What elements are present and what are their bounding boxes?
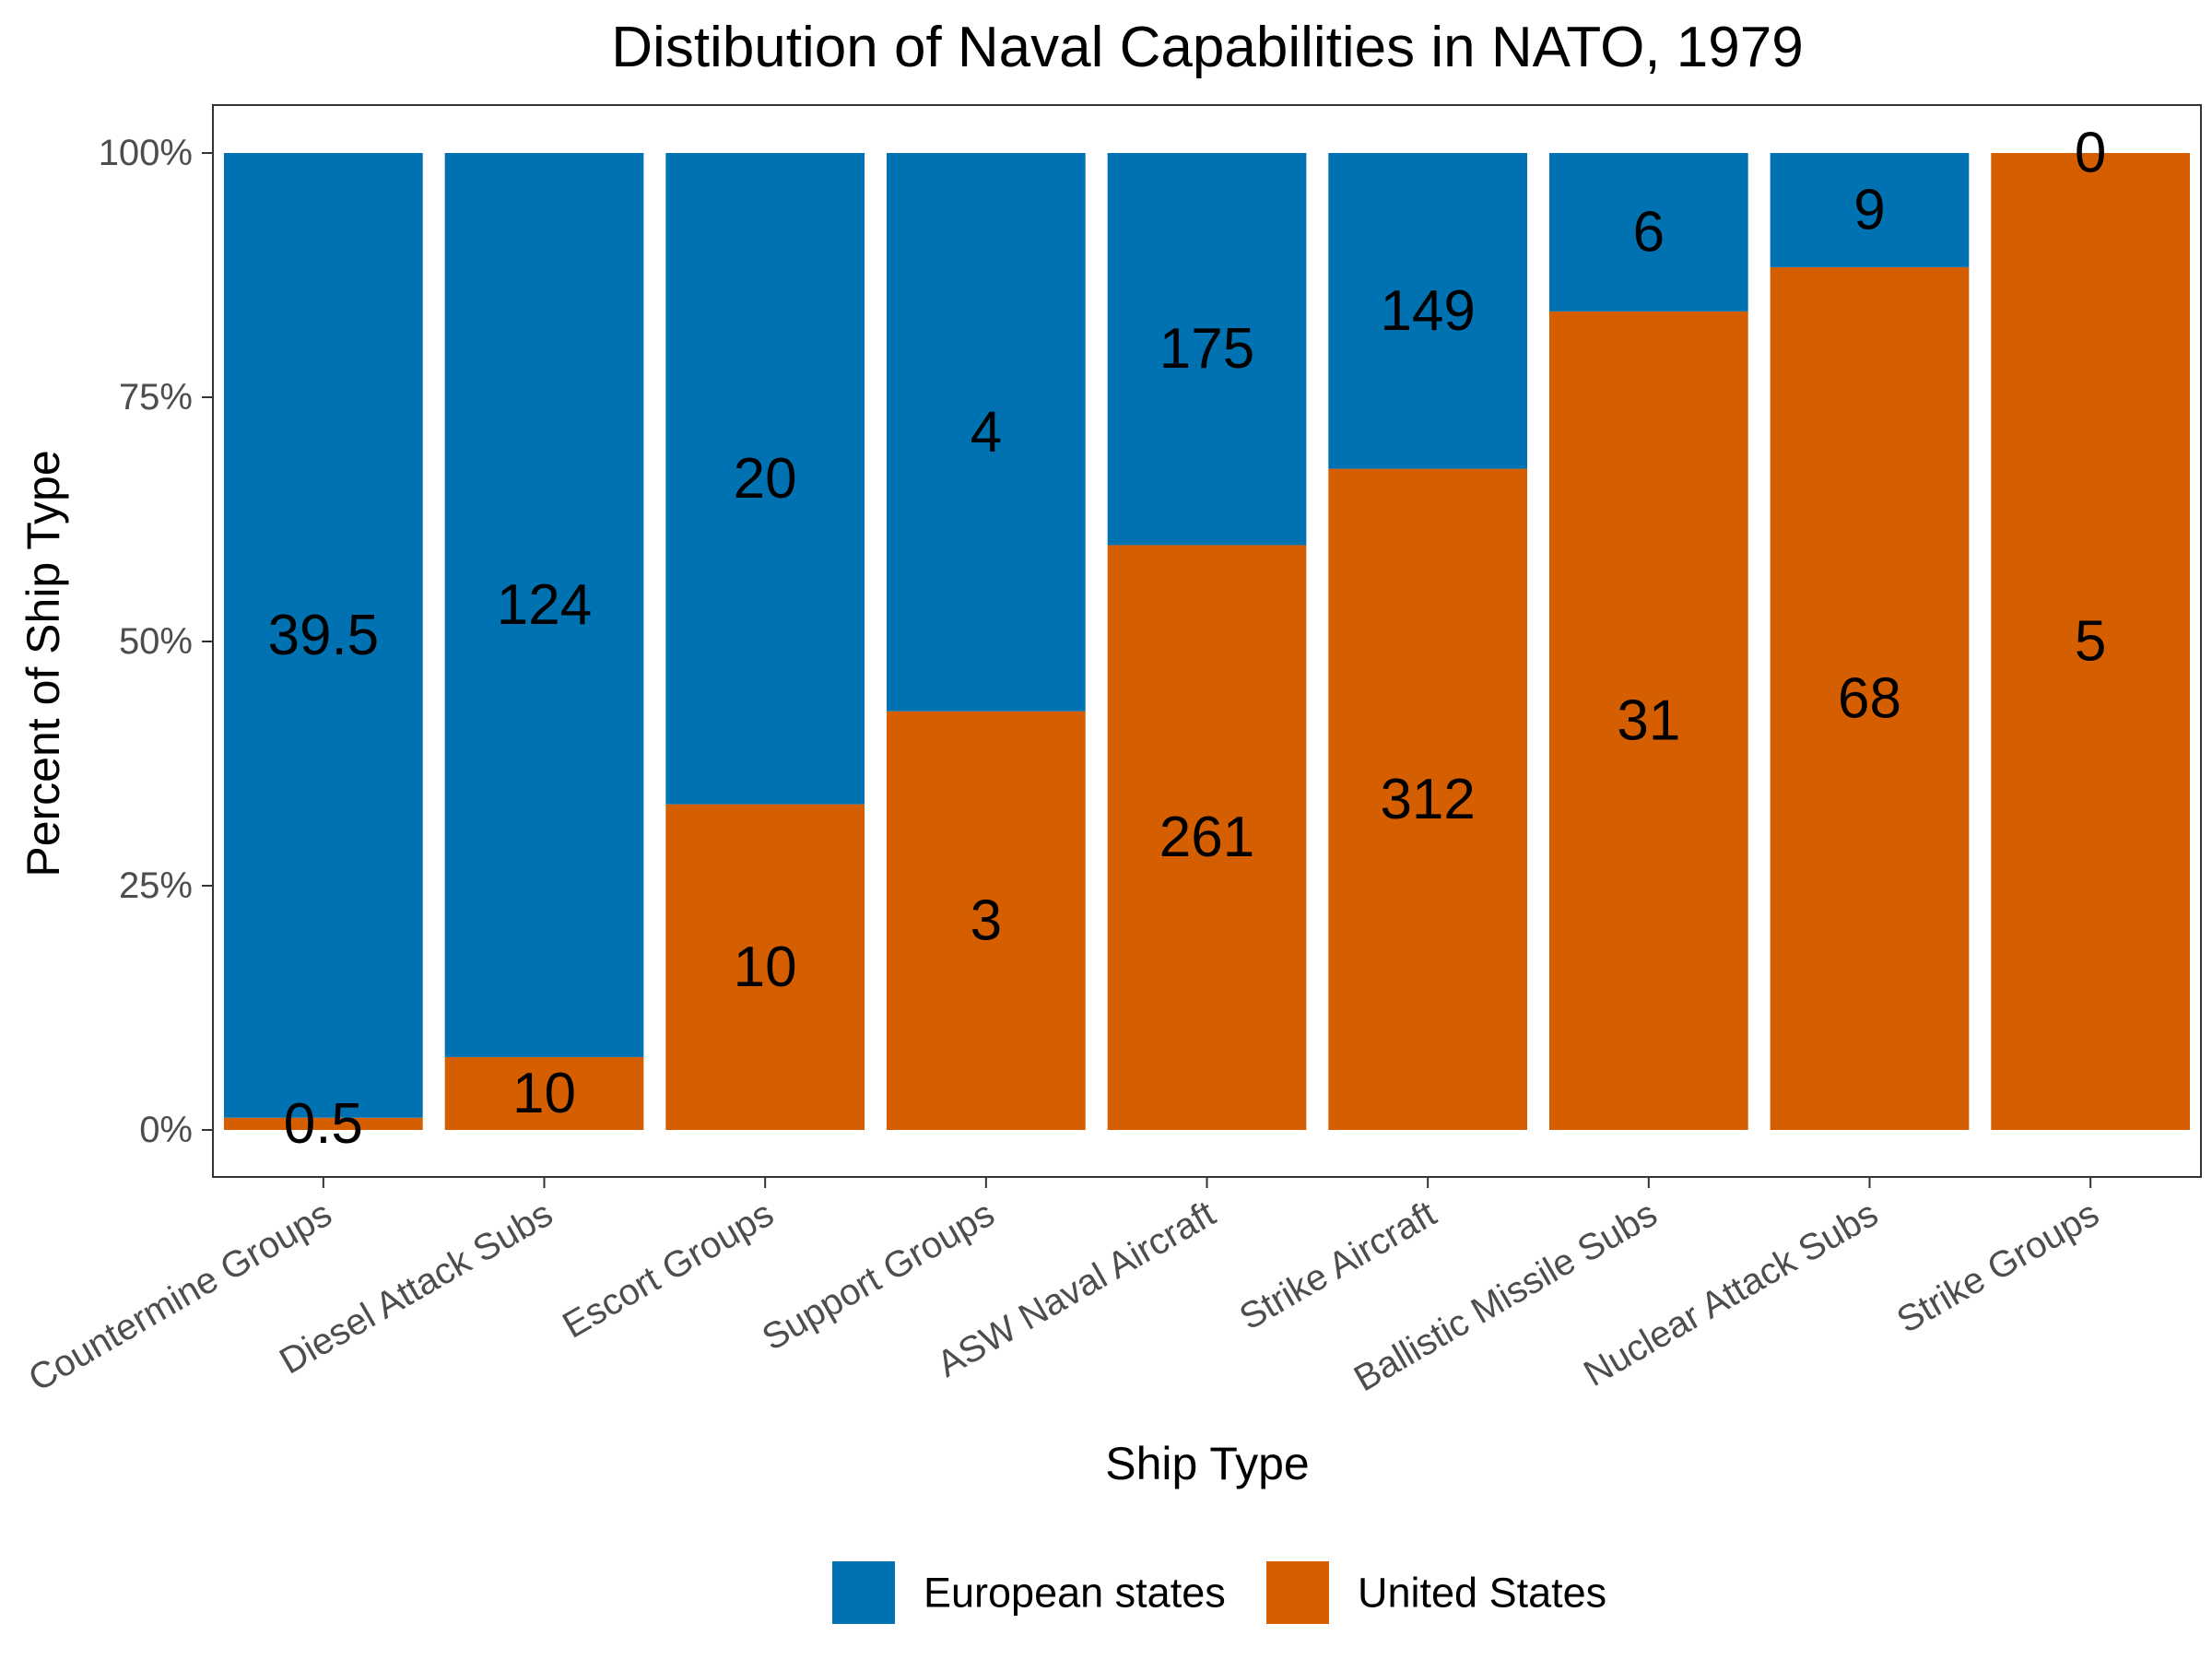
legend-label: European states xyxy=(924,1570,1226,1617)
bar-label-european-states: 20 xyxy=(734,447,797,511)
y-tick-label: 0% xyxy=(139,1110,193,1150)
bar-label-european-states: 0 xyxy=(2075,122,2106,185)
bar-segment-united-states xyxy=(1991,153,2191,1130)
x-tick-label: Escort Groups xyxy=(556,1194,780,1347)
legend-item-united-states: United States xyxy=(1266,1561,1606,1624)
chart-title: Distibution of Naval Capabilities in NAT… xyxy=(611,16,1803,79)
x-tick-label: Strike Groups xyxy=(1890,1194,2106,1341)
bar-label-united-states: 10 xyxy=(734,935,797,999)
bar-label-european-states: 39.5 xyxy=(267,604,379,667)
bar-label-european-states: 124 xyxy=(497,573,592,637)
bar-segment-european-states xyxy=(665,153,865,805)
bar-segment-united-states xyxy=(1770,266,1970,1130)
bar-label-united-states: 3 xyxy=(971,888,1002,952)
bar-label-european-states: 6 xyxy=(1633,200,1665,264)
bar-segment-united-states xyxy=(886,711,1086,1130)
x-axis-title: Ship Type xyxy=(1105,1438,1309,1489)
legend: European states United States xyxy=(832,1561,1606,1624)
bar-segment-european-states xyxy=(1107,153,1307,546)
y-tick-label: 25% xyxy=(119,865,193,906)
legend-label: United States xyxy=(1358,1570,1606,1617)
bar-segment-european-states xyxy=(1548,153,1748,312)
y-tick-label: 50% xyxy=(119,621,193,662)
bar-label-united-states: 68 xyxy=(1838,666,1901,730)
bar-label-united-states: 10 xyxy=(512,1062,576,1125)
bar-label-united-states: 31 xyxy=(1617,688,1680,752)
bar-segment-united-states xyxy=(1107,545,1307,1130)
y-axis-title: Percent of Ship Type xyxy=(18,450,69,877)
bar-segment-european-states xyxy=(223,153,423,1118)
bar-label-united-states: 5 xyxy=(2075,610,2106,674)
bar-segment-united-states xyxy=(223,1117,423,1130)
bar-label-european-states: 4 xyxy=(971,400,1002,464)
bar-label-european-states: 149 xyxy=(1380,279,1475,343)
bar-segment-european-states xyxy=(444,153,644,1057)
bar-label-united-states: 312 xyxy=(1380,768,1475,831)
legend-swatch xyxy=(1266,1561,1329,1624)
bar-label-united-states: 261 xyxy=(1159,806,1254,869)
plot-area: 0.5 39.5 10 124 10 20 3 4 261 175 312 149 31 6 68 9 5 0 xyxy=(223,122,2191,1156)
bar-segment-european-states xyxy=(1770,153,1970,267)
legend-item-european-states: European states xyxy=(832,1561,1226,1624)
bar-label-european-states: 9 xyxy=(1853,178,1885,241)
legend-swatch xyxy=(832,1561,895,1624)
bar-label-european-states: 175 xyxy=(1159,317,1254,381)
bar-segment-european-states xyxy=(1328,153,1528,469)
bar-segment-united-states xyxy=(444,1056,644,1130)
bar-segment-united-states xyxy=(1548,311,1748,1130)
y-tick-label: 75% xyxy=(119,377,193,418)
bar-segment-united-states xyxy=(665,804,865,1130)
x-tick-label: Strike Aircraft xyxy=(1233,1194,1443,1338)
bar-segment-european-states xyxy=(886,153,1086,712)
y-tick-label: 100% xyxy=(99,133,193,173)
bar-label-united-states: 0.5 xyxy=(284,1092,363,1156)
bar-segment-united-states xyxy=(1328,468,1528,1130)
